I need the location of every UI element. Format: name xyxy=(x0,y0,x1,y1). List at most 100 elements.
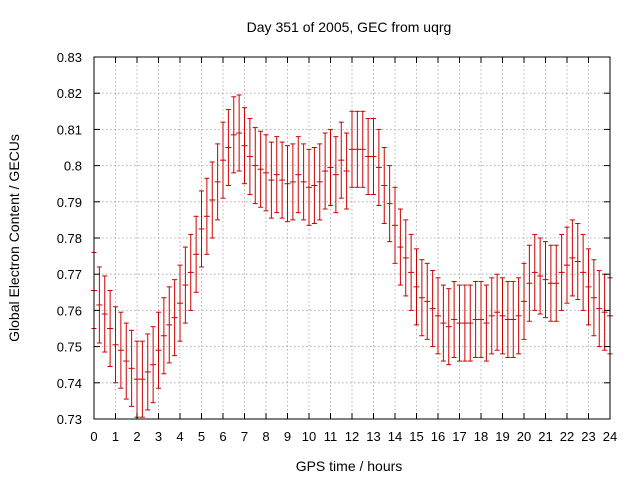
error-bar-point xyxy=(349,110,355,188)
x-tick-label: 16 xyxy=(431,429,445,444)
error-bar-point xyxy=(241,107,248,185)
error-bar-point xyxy=(424,262,431,340)
error-bar-point xyxy=(257,130,264,208)
error-bar-point xyxy=(112,306,119,384)
y-tick-label: 0.76 xyxy=(57,303,82,318)
error-bar-point xyxy=(166,286,173,364)
error-bar-point xyxy=(177,264,183,342)
error-bar-point xyxy=(445,288,452,366)
error-bar-point xyxy=(332,136,339,214)
x-tick-label: 14 xyxy=(388,429,402,444)
error-bar-point xyxy=(402,219,409,297)
error-bar-point xyxy=(574,223,581,301)
error-bar-point xyxy=(392,186,398,264)
x-tick-label: 12 xyxy=(345,429,359,444)
error-bar-point xyxy=(547,244,554,322)
x-tick-label: 7 xyxy=(241,429,248,444)
x-tick-label: 4 xyxy=(176,429,183,444)
error-bar-point xyxy=(225,108,232,187)
error-bar-point xyxy=(300,143,307,221)
error-bar-point xyxy=(182,246,189,324)
error-bar-point xyxy=(289,143,296,221)
x-tick-label: 17 xyxy=(452,429,466,444)
x-tick-label: 8 xyxy=(262,429,269,444)
x-tick-label: 13 xyxy=(366,429,380,444)
error-bar-point xyxy=(418,259,425,337)
error-bar-point xyxy=(322,132,329,210)
error-bar-point xyxy=(601,273,608,351)
error-bar-point xyxy=(451,280,458,358)
error-bar-point xyxy=(101,275,108,353)
x-tick-label: 10 xyxy=(302,429,316,444)
error-bar-point xyxy=(343,132,350,210)
error-bar-point xyxy=(134,340,140,418)
x-tick-label: 18 xyxy=(474,429,488,444)
x-axis-label: GPS time / hours xyxy=(296,458,403,474)
error-bar-point xyxy=(268,141,275,219)
y-tick-label: 0.82 xyxy=(57,86,82,101)
error-bar-point xyxy=(381,147,388,225)
error-bar-point xyxy=(558,233,565,311)
error-bar-point xyxy=(203,177,210,255)
error-bar-point xyxy=(596,270,603,348)
error-bar-point xyxy=(408,233,415,311)
error-bar-point xyxy=(483,284,490,362)
error-bar-point xyxy=(338,121,345,199)
error-bar-point xyxy=(542,241,549,319)
y-tick-label: 0.75 xyxy=(57,340,82,355)
chart-title: Day 351 of 2005, GEC from uqrg xyxy=(247,19,452,35)
grid xyxy=(94,57,610,419)
error-bar-point xyxy=(504,280,511,358)
error-bar-point xyxy=(585,248,592,326)
error-bar-point xyxy=(359,110,366,188)
error-bar-point xyxy=(155,311,162,389)
y-tick-label: 0.74 xyxy=(57,376,82,391)
error-bar-point xyxy=(515,277,522,355)
error-bar-point xyxy=(311,147,318,225)
error-bar-point xyxy=(537,237,544,315)
x-tick-label: 24 xyxy=(603,429,617,444)
x-tick-label: 21 xyxy=(538,429,552,444)
error-bar-point xyxy=(144,333,151,411)
error-bar-point xyxy=(187,233,194,311)
error-bar-point xyxy=(252,127,259,205)
error-bar-point xyxy=(171,279,178,357)
error-bar-point xyxy=(273,136,280,214)
error-bar-point xyxy=(386,165,393,243)
x-tick-label: 19 xyxy=(495,429,509,444)
y-axis-label: Global Electron Content / GECUs xyxy=(6,134,22,342)
x-tick-label: 3 xyxy=(155,429,162,444)
x-tick-label: 2 xyxy=(133,429,140,444)
error-bar-point xyxy=(214,143,221,221)
error-bar-point xyxy=(263,134,269,212)
x-tick-label: 22 xyxy=(560,429,574,444)
error-bar-point xyxy=(375,128,382,206)
error-bar-point xyxy=(569,219,576,297)
error-bar-point xyxy=(327,128,334,206)
error-bar-point xyxy=(128,329,135,407)
error-bar-point xyxy=(246,118,253,196)
x-tick-label: 20 xyxy=(517,429,531,444)
x-tick-label: 1 xyxy=(112,429,119,444)
error-bar-point xyxy=(580,233,587,311)
error-bar-point xyxy=(198,190,205,268)
y-tick-label: 0.78 xyxy=(57,231,82,246)
error-bar-point xyxy=(531,233,538,311)
x-tick-label: 11 xyxy=(324,429,338,444)
error-bar-point xyxy=(440,284,447,362)
y-tick-label: 0.73 xyxy=(57,412,82,427)
error-bar-point xyxy=(209,161,216,239)
error-bar-point xyxy=(96,266,103,344)
error-bar-point xyxy=(370,118,377,196)
x-tick-label: 23 xyxy=(581,429,595,444)
axis-ticks: 0 1 2 3 4 5 6 7 8 9 10 11 12 13 14 15 16 17 18 19 20 21 22 23 24… xyxy=(57,50,618,444)
error-bar-point xyxy=(526,244,533,322)
x-tick-label: 0 xyxy=(90,429,97,444)
error-bar-point xyxy=(107,289,114,368)
y-tick-label: 0.81 xyxy=(57,122,82,137)
error-bar-point xyxy=(429,270,436,348)
error-bar-point xyxy=(467,284,474,362)
error-bar-point xyxy=(316,143,323,221)
error-bar-point xyxy=(354,110,361,188)
